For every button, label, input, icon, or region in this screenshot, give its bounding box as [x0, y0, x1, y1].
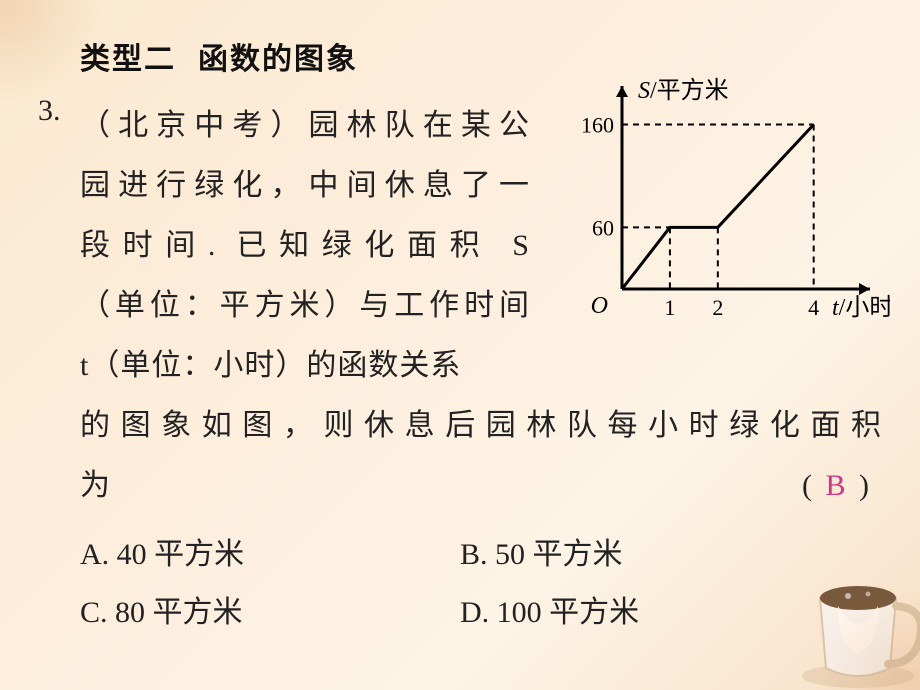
option-B: B. 50 平方米 [460, 526, 623, 584]
option-A: A. 40 平方米 [80, 526, 460, 584]
chart-svg: 60 160 1 2 4 O S/平方米 t/小时 [560, 74, 890, 334]
section-heading: 类型二函数的图象 [80, 34, 882, 78]
svg-text:O: O [591, 293, 608, 319]
svg-text:2: 2 [712, 295, 723, 320]
chart: 60 160 1 2 4 O S/平方米 t/小时 [560, 74, 890, 334]
stem-line-3: 段时间. 已知绿化面积 S [80, 216, 530, 276]
svg-text:1: 1 [664, 295, 675, 320]
answer-letter: B [813, 456, 859, 516]
stem-line-6: 的图象如图，则休息后园林队每小时绿化面积 [80, 396, 882, 456]
svg-text:60: 60 [592, 215, 614, 240]
svg-text:160: 160 [581, 113, 614, 138]
stem-line-4: （单位：平方米）与工作时间 [80, 276, 530, 336]
option-row-2: C. 80 平方米 D. 100 平方米 [80, 584, 882, 642]
answer-word: 为 [80, 456, 111, 516]
answer-line: 为 (B) [80, 456, 882, 516]
question-number: 3. [38, 94, 61, 128]
options: A. 40 平方米 B. 50 平方米 C. 80 平方米 D. 100 平方米 [80, 526, 882, 642]
page: 类型二函数的图象 3. （北京中考）园林队在某公 园进行绿化，中间休息了一 段时… [0, 0, 920, 690]
answer-paren: (B) [802, 456, 870, 516]
svg-text:t/小时: t/小时 [832, 294, 890, 321]
stem-line-2: 园进行绿化，中间休息了一 [80, 156, 530, 216]
svg-text:4: 4 [808, 295, 819, 320]
heading-right: 函数的图象 [198, 43, 358, 76]
option-row-1: A. 40 平方米 B. 50 平方米 [80, 526, 882, 584]
heading-left: 类型二 [80, 43, 176, 76]
stem-line-5: t（单位：小时）的函数关系 [80, 336, 530, 396]
stem-line-1: （北京中考）园林队在某公 [80, 96, 530, 156]
svg-text:S/平方米: S/平方米 [638, 77, 729, 104]
option-C: C. 80 平方米 [80, 584, 460, 642]
option-D: D. 100 平方米 [460, 584, 639, 642]
